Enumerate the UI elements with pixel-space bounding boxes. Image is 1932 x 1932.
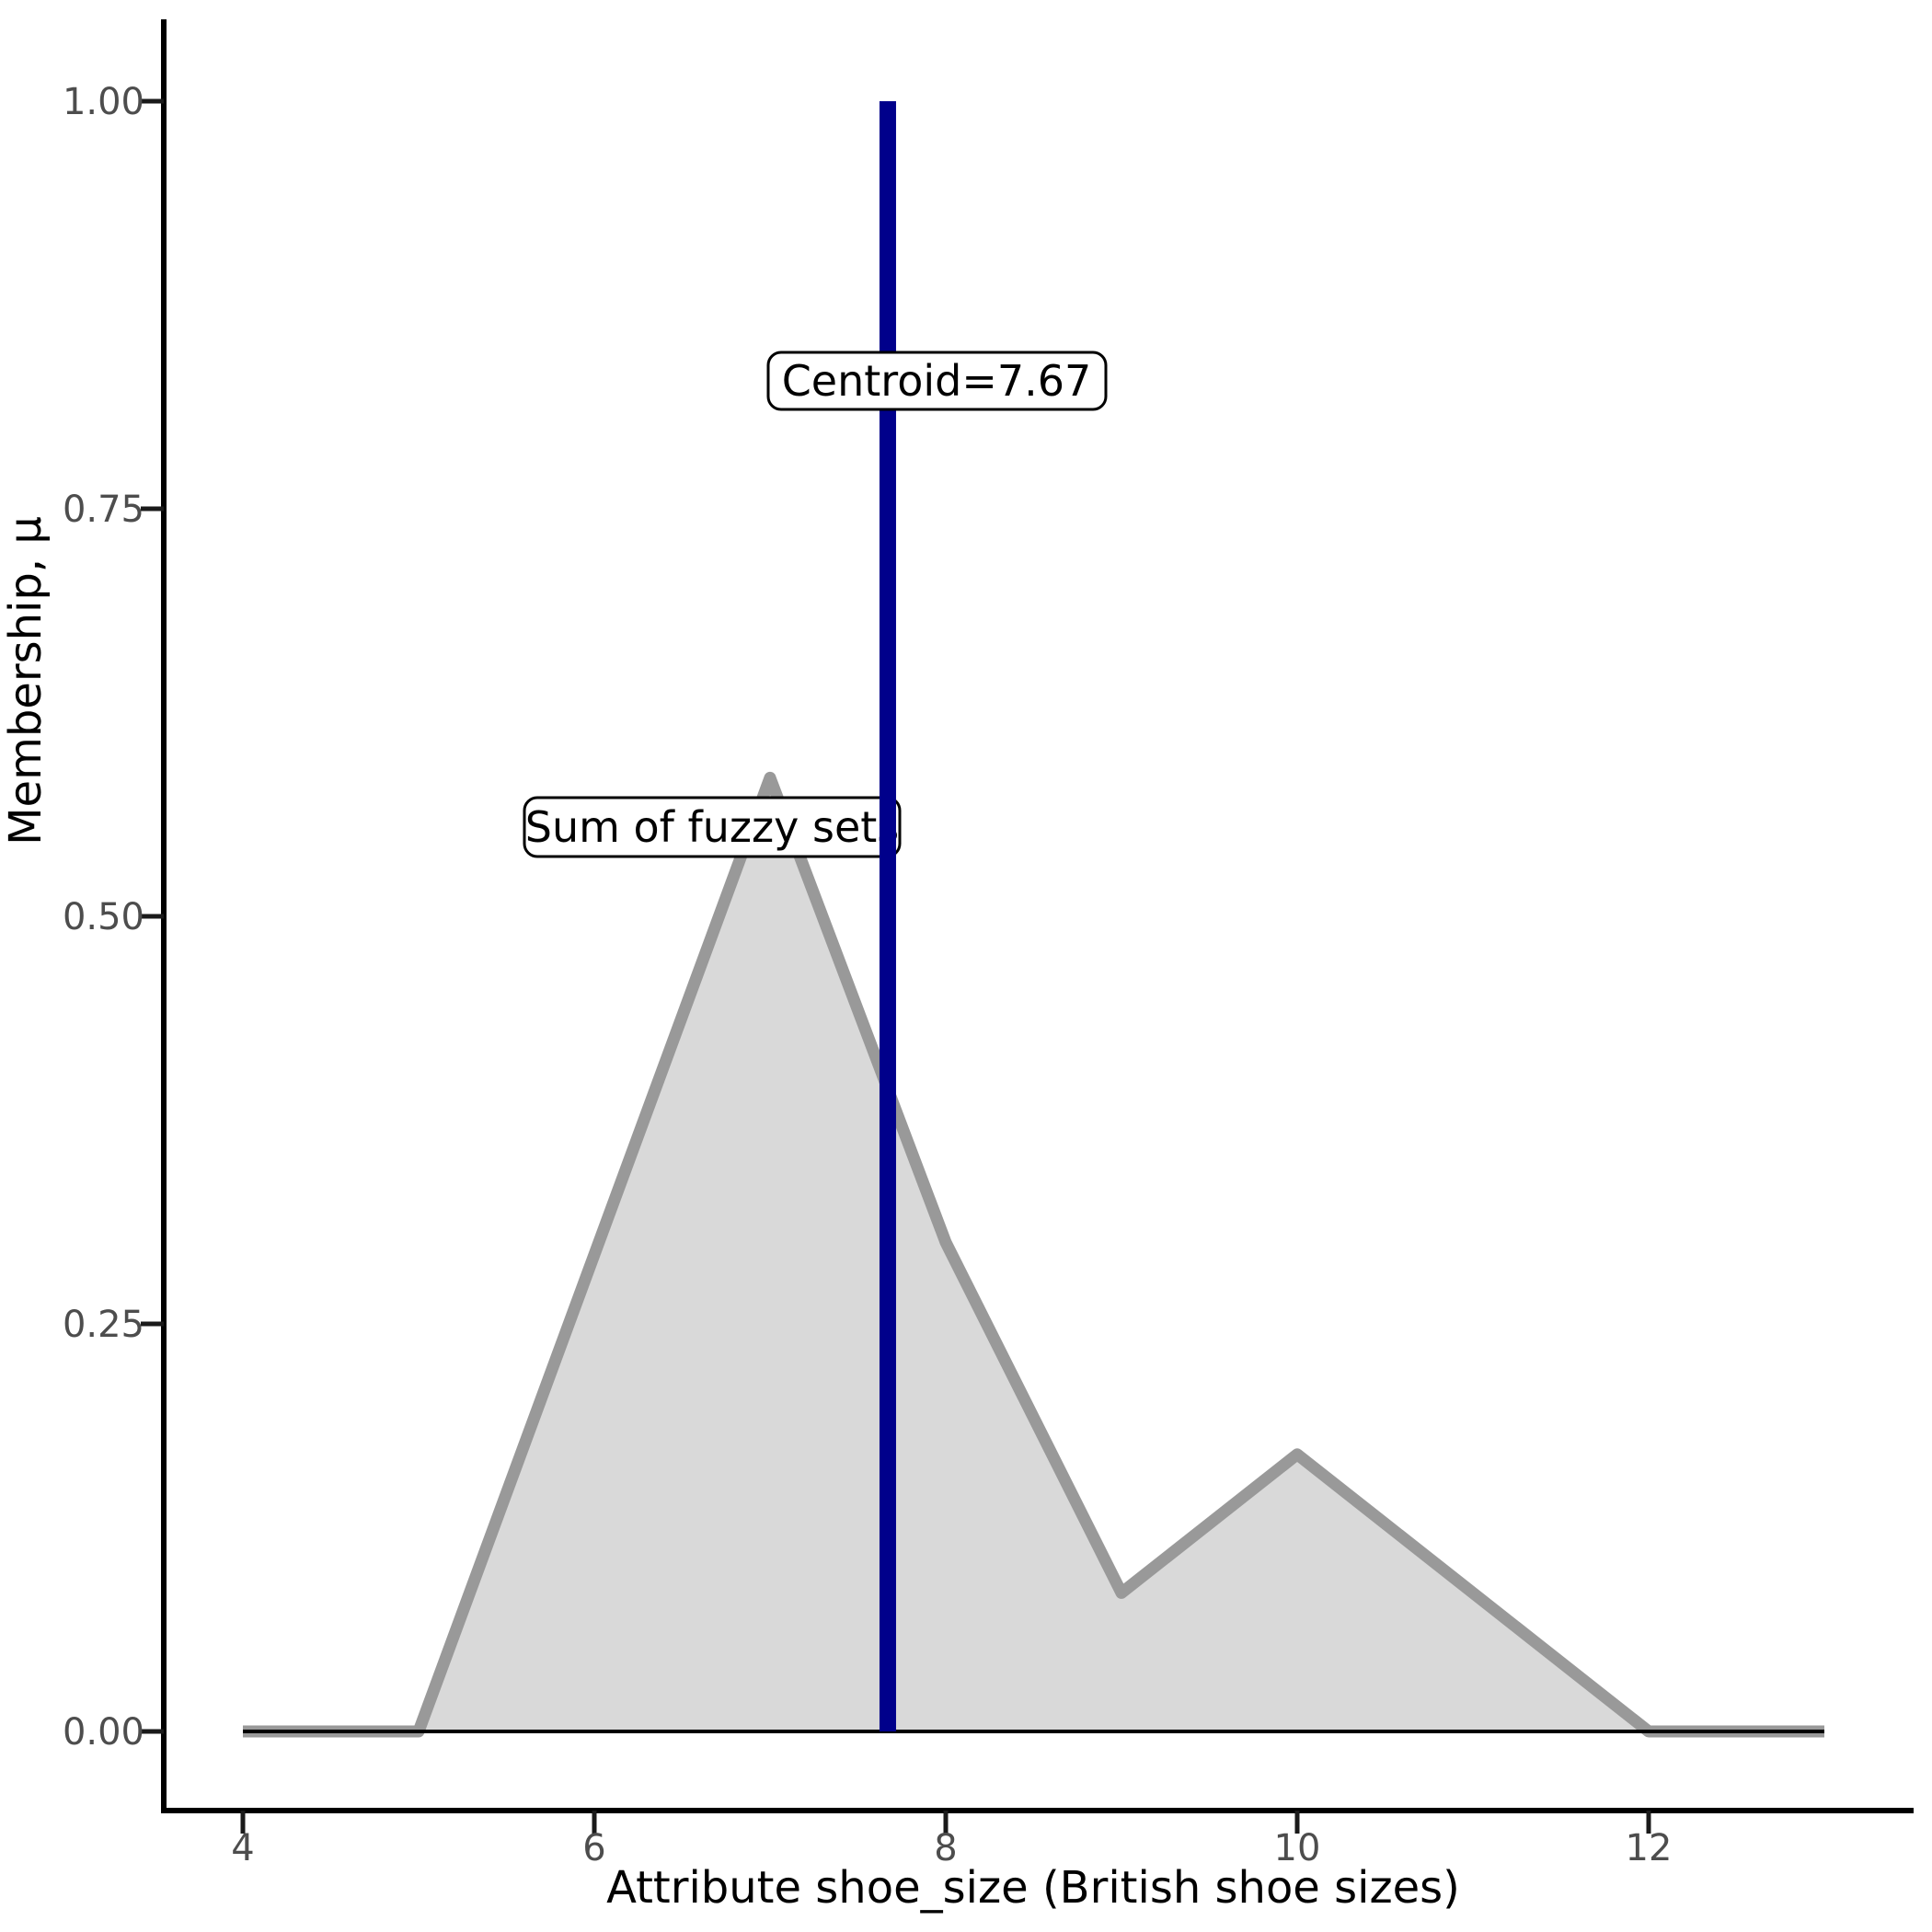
sum-of-fuzzy-sets-area (243, 777, 1824, 1731)
y-tick-label: 0.50 (63, 896, 144, 938)
sum-label-text: Sum of fuzzy sets (525, 802, 900, 852)
x-axis-tick-labels: 4 6 8 10 12 (231, 1827, 1672, 1869)
sum-label-box (523, 796, 902, 858)
centroid-label-box (766, 351, 1108, 411)
sum-of-fuzzy-sets-outline (243, 771, 1824, 1738)
centroid-label: Centroid=7.67 (766, 351, 1108, 411)
x-axis-title: Attribute shoe_size (British shoe sizes) (606, 1862, 1460, 1914)
axes: 4 6 8 10 12 0.00 0.25 0.50 0.75 1.00 Attribute s… (0, 19, 1914, 1914)
x-axis-ticks (240, 1811, 1651, 1834)
y-tick-label: 1.00 (63, 81, 144, 123)
y-tick-label: 0.75 (63, 489, 144, 531)
sum-label: Sum of fuzzy sets (523, 796, 902, 858)
y-axis-title: Membership, μ (0, 516, 52, 845)
y-tick-label: 0.25 (63, 1304, 144, 1346)
y-axis-ticks (141, 98, 164, 1734)
x-tick-label: 4 (231, 1827, 254, 1869)
x-tick-label: 8 (934, 1827, 957, 1869)
x-tick-label: 12 (1626, 1827, 1673, 1869)
x-tick-label: 6 (582, 1827, 605, 1869)
y-axis-tick-labels: 0.00 0.25 0.50 0.75 1.00 (63, 81, 144, 1754)
centroid-label-text: Centroid=7.67 (782, 356, 1092, 406)
x-tick-label: 10 (1274, 1827, 1321, 1869)
y-tick-label: 0.00 (63, 1711, 144, 1754)
